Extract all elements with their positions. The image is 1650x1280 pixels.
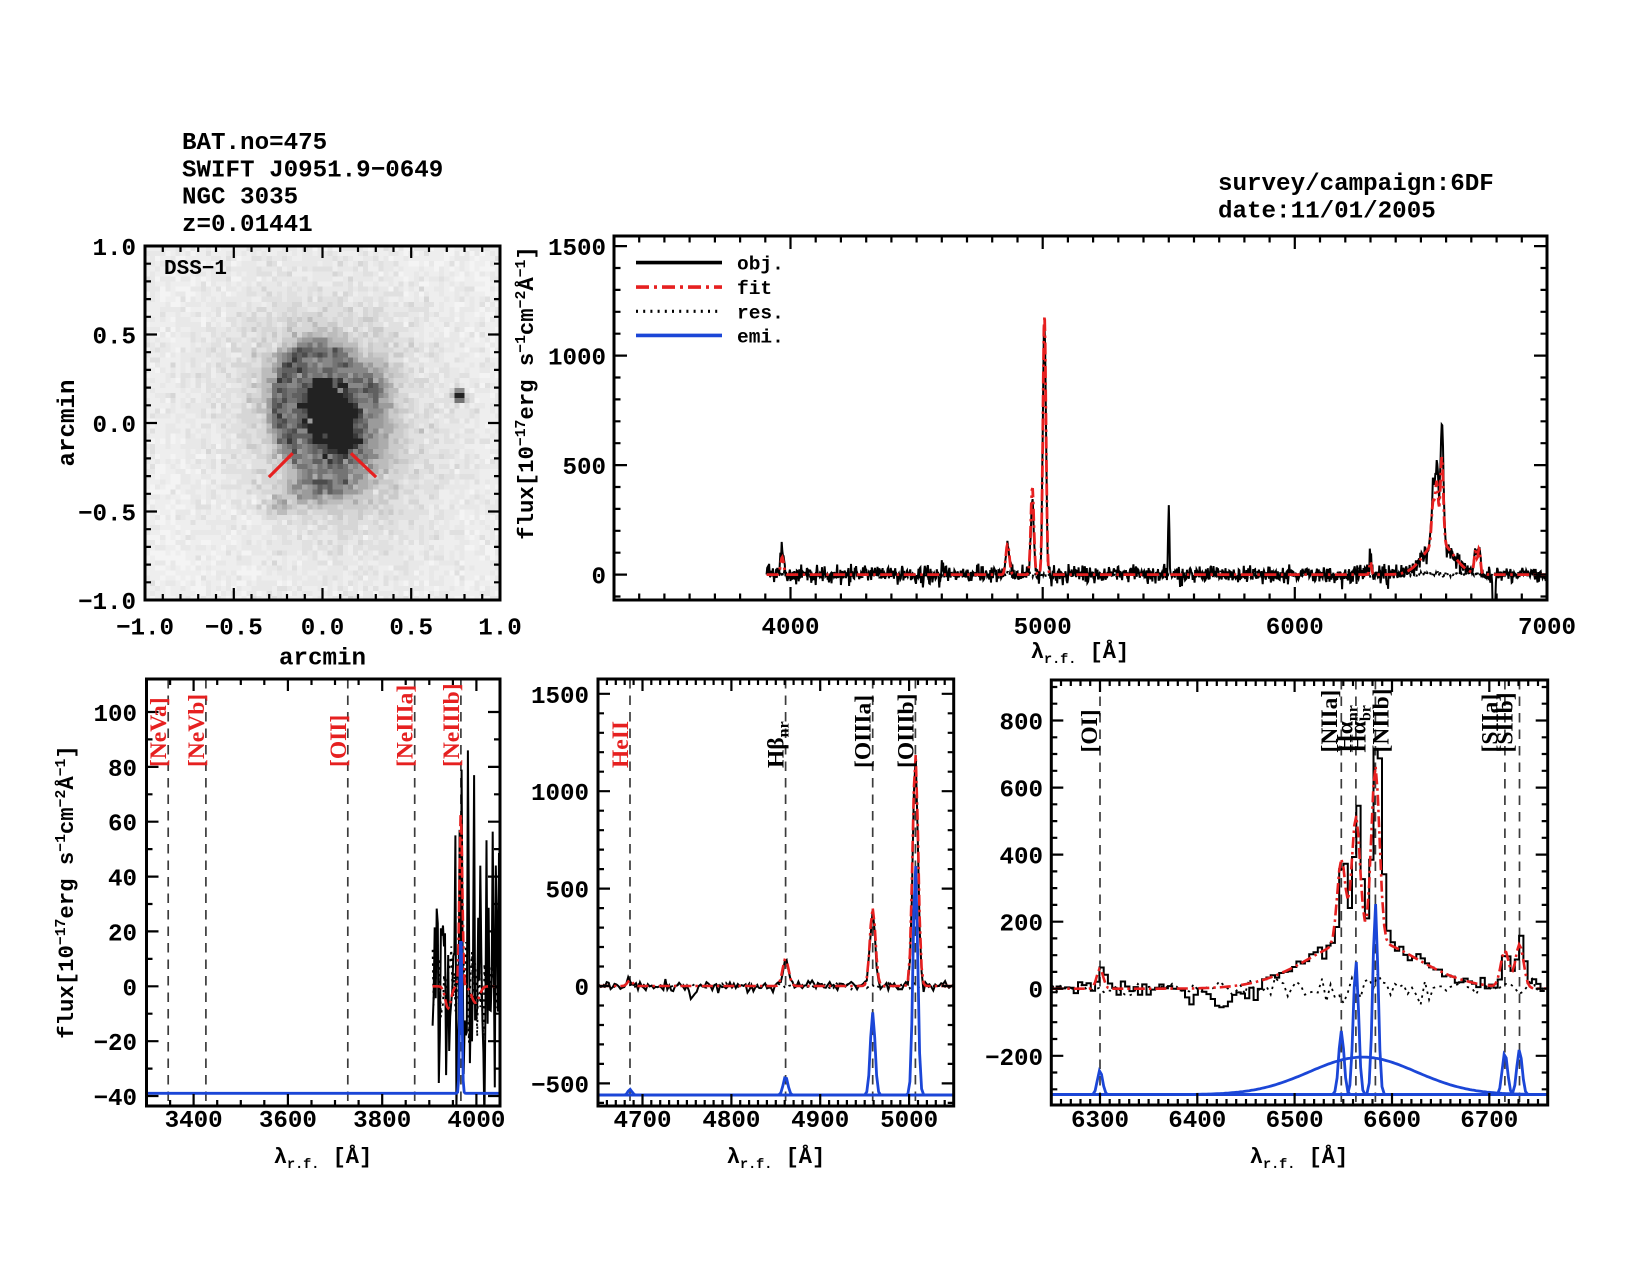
svg-text:arcmin: arcmin <box>279 645 366 672</box>
svg-text:0: 0 <box>591 565 606 592</box>
svg-text:[OIIIb]: [OIIIb] <box>893 694 919 768</box>
svg-text:res.: res. <box>737 302 784 324</box>
svg-text:−1.0: −1.0 <box>116 616 174 643</box>
svg-text:1500: 1500 <box>548 236 606 263</box>
svg-text:0.5: 0.5 <box>389 616 433 643</box>
svg-text:[OII]: [OII] <box>326 715 352 767</box>
svg-text:3600: 3600 <box>259 1108 317 1135</box>
svg-text:[NeIIIb]: [NeIIIb] <box>439 683 465 767</box>
svg-text:100: 100 <box>93 702 137 729</box>
svg-text:−40: −40 <box>93 1086 137 1113</box>
svg-text:DSS−1: DSS−1 <box>164 258 227 281</box>
svg-text:200: 200 <box>999 912 1043 939</box>
svg-text:0.0: 0.0 <box>92 413 136 440</box>
svg-text:[SIIa]: [SIIa] <box>1478 694 1504 753</box>
svg-text:emi.: emi. <box>737 326 784 348</box>
svg-text:[SIIb]: [SIIb] <box>1493 692 1519 752</box>
svg-text:6400: 6400 <box>1168 1108 1226 1135</box>
svg-text:20: 20 <box>108 921 137 948</box>
svg-text:6500: 6500 <box>1266 1108 1324 1135</box>
svg-text:fit: fit <box>737 278 772 300</box>
svg-text:3800: 3800 <box>353 1108 411 1135</box>
svg-text:6700: 6700 <box>1460 1108 1518 1135</box>
svg-text:−200: −200 <box>985 1046 1043 1073</box>
svg-text:6300: 6300 <box>1071 1108 1129 1135</box>
svg-text:400: 400 <box>999 845 1043 872</box>
svg-text:[OI]: [OI] <box>1077 709 1103 752</box>
svg-text:λr.f. [Å]: λr.f. [Å] <box>727 1144 825 1173</box>
svg-text:0.0: 0.0 <box>301 616 345 643</box>
svg-text:60: 60 <box>108 812 137 839</box>
svg-text:−0.5: −0.5 <box>205 616 263 643</box>
svg-text:survey/campaign:6DF: survey/campaign:6DF <box>1218 171 1494 198</box>
svg-text:[NeVb]: [NeVb] <box>184 694 210 767</box>
svg-text:6000: 6000 <box>1266 615 1324 642</box>
svg-text:0: 0 <box>574 976 589 1003</box>
svg-text:SWIFT J0951.9−0649: SWIFT J0951.9−0649 <box>182 157 443 184</box>
svg-text:HeII: HeII <box>608 721 634 768</box>
svg-text:flux[10−17erg s−1cm−2Å−1]: flux[10−17erg s−1cm−2Å−1] <box>54 745 80 1039</box>
svg-text:λr.f. [Å]: λr.f. [Å] <box>274 1144 372 1173</box>
svg-text:500: 500 <box>562 455 606 482</box>
svg-text:−500: −500 <box>531 1073 589 1100</box>
svg-text:−0.5: −0.5 <box>78 502 136 529</box>
svg-text:[NIIb]: [NIIb] <box>1369 689 1395 753</box>
svg-text:7000: 7000 <box>1518 615 1576 642</box>
svg-text:BAT.no=475: BAT.no=475 <box>182 130 327 157</box>
svg-text:0.5: 0.5 <box>92 325 136 352</box>
svg-text:[NeIIIa]: [NeIIIa] <box>393 685 419 767</box>
svg-text:z=0.01441: z=0.01441 <box>182 212 313 239</box>
svg-text:500: 500 <box>545 879 589 906</box>
svg-text:5000: 5000 <box>880 1108 938 1135</box>
svg-text:1.0: 1.0 <box>478 616 522 643</box>
svg-text:80: 80 <box>108 757 137 784</box>
svg-text:[OIIIa]: [OIIIa] <box>851 695 877 768</box>
svg-text:4000: 4000 <box>447 1108 505 1135</box>
svg-text:4800: 4800 <box>702 1108 760 1135</box>
svg-text:600: 600 <box>999 778 1043 805</box>
svg-text:1500: 1500 <box>531 684 589 711</box>
svg-text:4900: 4900 <box>791 1108 849 1135</box>
svg-text:−1.0: −1.0 <box>78 590 136 617</box>
svg-text:0: 0 <box>1028 979 1043 1006</box>
svg-text:40: 40 <box>108 867 137 894</box>
svg-text:800: 800 <box>999 711 1043 738</box>
svg-text:1000: 1000 <box>531 781 589 808</box>
svg-text:3400: 3400 <box>165 1108 223 1135</box>
svg-text:flux[10−17erg s−1cm−2Å−1]: flux[10−17erg s−1cm−2Å−1] <box>514 246 540 540</box>
svg-text:NGC 3035: NGC 3035 <box>182 185 298 212</box>
svg-text:[NIIa]: [NIIa] <box>1317 690 1343 753</box>
svg-text:arcmin: arcmin <box>55 379 82 466</box>
svg-text:[NeVa]: [NeVa] <box>146 697 172 767</box>
svg-text:date:11/01/2005: date:11/01/2005 <box>1218 198 1436 225</box>
svg-text:6600: 6600 <box>1363 1108 1421 1135</box>
svg-text:−20: −20 <box>93 1031 137 1058</box>
svg-text:1.0: 1.0 <box>92 236 136 263</box>
svg-text:4700: 4700 <box>613 1108 671 1135</box>
svg-text:5000: 5000 <box>1014 615 1072 642</box>
svg-text:obj.: obj. <box>737 254 784 276</box>
svg-text:0: 0 <box>122 976 137 1003</box>
svg-text:1000: 1000 <box>548 346 606 373</box>
svg-text:Hαbr: Hαbr <box>1346 705 1375 752</box>
svg-text:4000: 4000 <box>761 615 819 642</box>
